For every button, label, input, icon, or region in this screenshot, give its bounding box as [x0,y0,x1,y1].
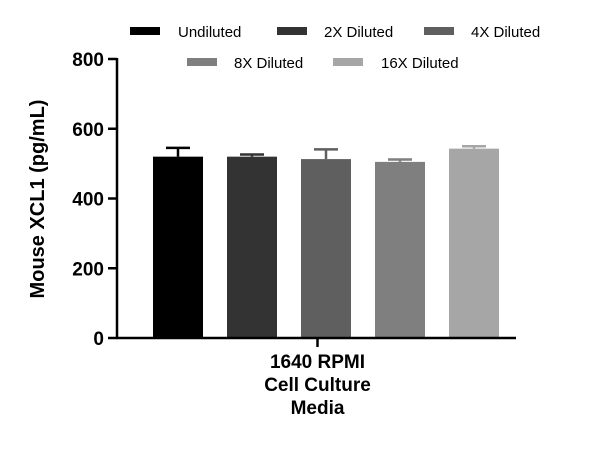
y-tick-label: 600 [72,120,104,141]
legend-label: 8X Diluted [234,55,303,72]
y-tick-label: 200 [72,259,104,280]
x-category-label: Media [291,398,345,419]
bar-undiluted [153,156,203,338]
legend-label: 2X Diluted [324,24,393,41]
bars [153,148,499,338]
y-tick-label: 0 [93,329,104,350]
bar-8x-diluted [375,161,425,338]
bar-2x-diluted [227,156,277,338]
legend-swatch [277,27,307,35]
y-tick-label: 800 [72,50,104,71]
legend-swatch [187,58,217,66]
x-category-label: Cell Culture [264,375,371,396]
error-bars [166,144,486,162]
legend-swatch [333,58,363,66]
y-tick-label: 400 [72,190,104,211]
legend: Undiluted 2X Diluted 4X Diluted 8X Diluted 1… [130,24,540,72]
legend-label: 16X Diluted [381,55,459,72]
y-axis-label: Mouse XCL1 (pg/mL) [27,100,49,299]
legend-label: 4X Diluted [471,24,540,41]
bar-4x-diluted [301,159,351,338]
y-axis: 0 200 400 600 800 [72,50,119,350]
legend-swatch [424,27,454,35]
bar-16x-diluted [449,148,499,338]
legend-swatch [130,27,160,35]
x-category-label: 1640 RPMI [270,352,365,373]
legend-label: Undiluted [178,24,241,41]
